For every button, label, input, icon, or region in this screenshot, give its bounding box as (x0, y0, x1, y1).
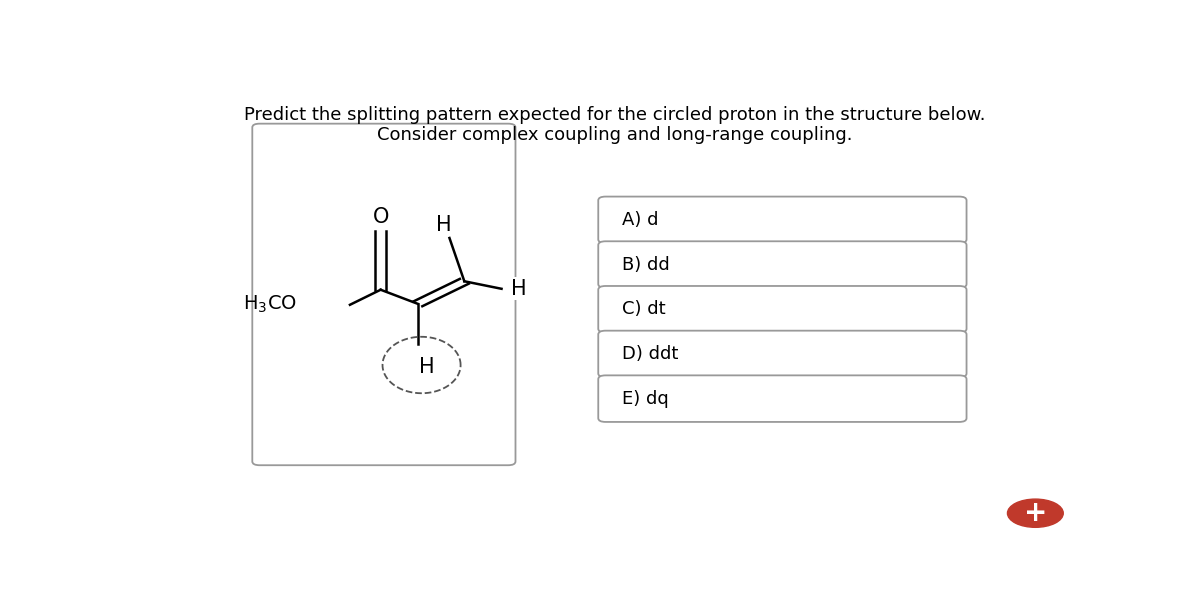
Circle shape (1008, 499, 1063, 527)
Text: $\mathregular{H_3CO}$: $\mathregular{H_3CO}$ (242, 294, 296, 315)
Text: Predict the splitting pattern expected for the circled proton in the structure b: Predict the splitting pattern expected f… (245, 106, 985, 123)
Text: H: H (511, 279, 527, 299)
Text: A) d: A) d (623, 211, 659, 229)
Text: Consider complex coupling and long-range coupling.: Consider complex coupling and long-range… (377, 126, 853, 144)
Text: D) ddt: D) ddt (623, 345, 679, 363)
Text: H: H (436, 215, 451, 235)
FancyBboxPatch shape (599, 241, 966, 288)
FancyBboxPatch shape (599, 286, 966, 332)
Text: E) dq: E) dq (623, 390, 670, 408)
Text: H: H (419, 357, 434, 378)
Text: C) dt: C) dt (623, 300, 666, 318)
Text: B) dd: B) dd (623, 255, 670, 274)
Text: O: O (372, 207, 389, 227)
FancyBboxPatch shape (599, 375, 966, 422)
FancyBboxPatch shape (252, 123, 516, 465)
FancyBboxPatch shape (599, 197, 966, 243)
Text: +: + (1024, 499, 1048, 527)
FancyBboxPatch shape (599, 331, 966, 377)
